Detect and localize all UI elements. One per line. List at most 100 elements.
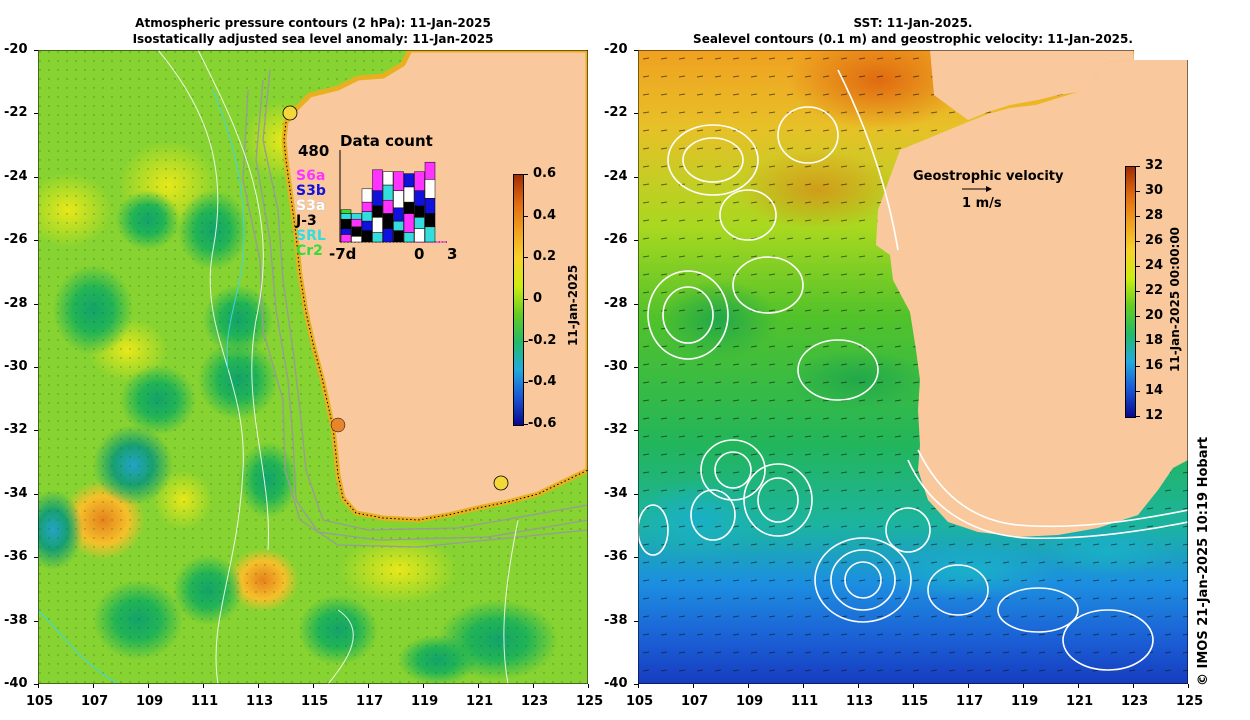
right-x-tick-mark xyxy=(913,684,914,688)
data-count-bar-segment xyxy=(403,173,415,188)
data-count-bar-segment xyxy=(382,228,394,243)
right-y-tick-label: -36 xyxy=(604,549,628,565)
data-count-bar-segment xyxy=(382,184,394,201)
right-x-tick-label: 107 xyxy=(681,694,709,709)
left-colorbar-label: 11-Jan-2025 xyxy=(566,264,580,346)
sea-level-contours xyxy=(638,69,1188,671)
right-y-tick-mark xyxy=(634,620,638,622)
right-colorbar-tick-mark xyxy=(1136,191,1140,192)
pressure-contours xyxy=(157,50,519,684)
right-x-tick-mark xyxy=(638,684,639,688)
satellite-legend-srl: SRL xyxy=(296,228,326,244)
right-colorbar-tick-label: 18 xyxy=(1145,333,1164,348)
satellite-legend-cr2: Cr2 xyxy=(296,243,323,259)
left-y-tick-label: -36 xyxy=(4,549,28,565)
left-y-tick-mark xyxy=(34,50,38,51)
left-x-tick-mark xyxy=(203,684,204,688)
left-x-tick-mark xyxy=(588,684,589,688)
tide-gauge-marker xyxy=(282,105,298,121)
left-y-tick-label: -34 xyxy=(4,485,28,501)
left-x-tick-mark xyxy=(38,684,39,688)
right-colorbar-tick-mark xyxy=(1136,366,1140,367)
right-colorbar-tick-label: 16 xyxy=(1145,358,1164,373)
velocity-legend-label: Geostrophic velocity xyxy=(913,169,1064,184)
sea-ice-or-front-line xyxy=(38,89,245,684)
right-colorbar-tick-label: 14 xyxy=(1145,383,1164,398)
satellite-legend-s6a: S6a xyxy=(296,168,326,184)
left-colorbar-tick-mark xyxy=(524,299,528,300)
data-count-bar-segment xyxy=(340,218,352,229)
right-y-tick-mark xyxy=(634,684,638,685)
left-colorbar-tick-label: 0.4 xyxy=(533,207,557,223)
data-count-bar-segment xyxy=(372,190,383,207)
left-x-tick-label: 119 xyxy=(411,694,439,709)
inset-max-label: 480 xyxy=(298,142,330,160)
data-count-bar-segment xyxy=(414,228,425,243)
right-colorbar-tick-label: 20 xyxy=(1145,308,1164,323)
left-x-tick-mark xyxy=(423,684,424,688)
right-y-tick-label: -30 xyxy=(604,359,628,374)
right-x-tick-label: 105 xyxy=(626,694,654,709)
right-x-tick-mark xyxy=(1133,684,1134,688)
right-x-tick-mark xyxy=(1023,684,1024,688)
right-y-tick-mark xyxy=(634,557,638,559)
right-y-tick-mark xyxy=(634,430,638,432)
sst-map xyxy=(638,50,1188,684)
data-count-bar-segment xyxy=(340,228,352,235)
left-y-tick-mark xyxy=(34,176,38,178)
data-count-bar-segment xyxy=(403,201,415,214)
right-colorbar-tick-mark xyxy=(1136,216,1140,217)
right-y-tick-mark xyxy=(634,176,638,178)
data-count-bar-segment xyxy=(393,230,404,243)
right-colorbar-tick-label: 22 xyxy=(1145,283,1164,298)
left-x-tick-label: 107 xyxy=(81,694,109,709)
data-count-bar-segment xyxy=(393,207,404,222)
right-y-tick-label: -38 xyxy=(604,612,628,628)
right-y-tick-label: -28 xyxy=(604,295,628,311)
right-y-tick-label: -32 xyxy=(604,422,628,438)
right-y-tick-mark xyxy=(634,50,638,51)
left-colorbar-tick-mark xyxy=(524,340,528,342)
left-y-tick-label: -20 xyxy=(4,42,28,57)
velocity-scale-label: 1 m/s xyxy=(962,196,1002,211)
data-count-bar-segment xyxy=(351,226,362,237)
right-y-tick-label: -22 xyxy=(604,105,628,121)
data-count-bar-segment xyxy=(382,171,394,186)
data-count-bar-segment xyxy=(372,232,383,243)
left-colorbar-tick-label: 0.2 xyxy=(533,249,557,265)
data-count-bars xyxy=(339,150,447,243)
right-colorbar-tick-label: 28 xyxy=(1145,208,1164,223)
left-y-tick-label: -40 xyxy=(4,676,28,691)
data-count-bar-segment xyxy=(414,205,425,218)
right-colorbar-tick-label: 26 xyxy=(1145,233,1164,248)
data-count-bar-segment xyxy=(424,161,436,180)
right-colorbar-tick-mark xyxy=(1136,341,1140,342)
left-x-tick-mark xyxy=(478,684,479,688)
left-x-tick-label: 105 xyxy=(26,694,54,709)
left-y-tick-label: -24 xyxy=(4,168,28,184)
right-y-tick-label: -20 xyxy=(604,42,628,57)
data-count-bar-segment xyxy=(424,213,436,228)
left-y-tick-mark xyxy=(34,113,38,115)
left-x-tick-mark xyxy=(93,684,94,688)
map-corner-mask xyxy=(1134,50,1188,60)
right-y-tick-mark xyxy=(634,303,638,305)
left-y-tick-mark xyxy=(34,303,38,305)
data-count-bar-segment xyxy=(403,186,415,203)
left-x-tick-label: 111 xyxy=(191,694,219,709)
credit-text: © IMOS 21-Jan-2025 10:19 Hobart xyxy=(1196,436,1211,686)
sea-level-anomaly-map xyxy=(38,50,588,684)
data-count-bar-segment xyxy=(361,211,373,222)
right-x-tick-label: 115 xyxy=(901,694,929,709)
left-y-tick-mark xyxy=(34,367,38,368)
data-count-bar-segment xyxy=(382,199,394,214)
left-y-tick-label: -38 xyxy=(4,612,28,628)
right-title-line1: SST: 11-Jan-2025. xyxy=(853,16,973,30)
land-mass-right xyxy=(930,50,1188,120)
left-colorbar-tick-label: -0.4 xyxy=(528,374,557,390)
right-colorbar xyxy=(1125,166,1136,418)
left-x-tick-mark xyxy=(258,684,259,688)
right-colorbar-tick-mark xyxy=(1136,391,1140,392)
inset-xlabel-zero: 0 xyxy=(414,245,425,263)
